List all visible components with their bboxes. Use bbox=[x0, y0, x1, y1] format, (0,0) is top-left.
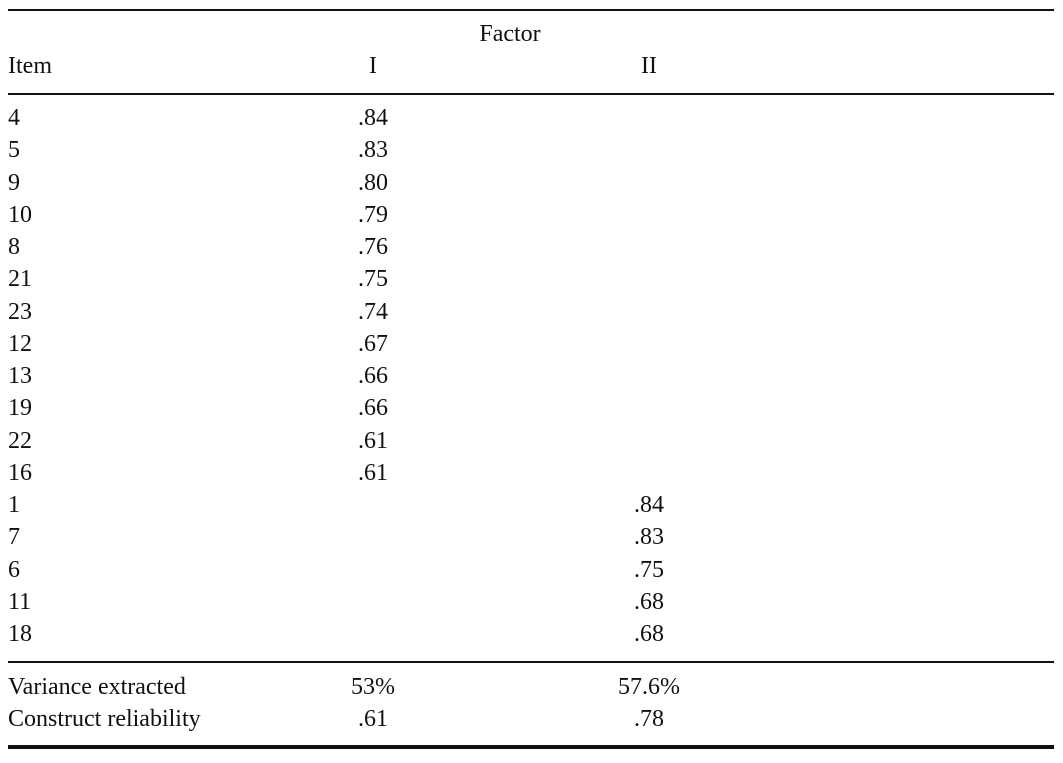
column-header: I bbox=[369, 53, 377, 79]
cell-value: .68 bbox=[634, 588, 664, 615]
row-label: 7 bbox=[8, 524, 20, 551]
header-rule bbox=[8, 93, 1054, 95]
bottom-rule bbox=[8, 745, 1054, 749]
row-label: 6 bbox=[8, 556, 20, 583]
cell-value: .61 bbox=[358, 427, 388, 454]
cell-value: .84 bbox=[358, 105, 388, 131]
row-label: 11 bbox=[8, 588, 32, 615]
row-label: 5 bbox=[8, 137, 20, 164]
row-label: 21 bbox=[8, 266, 32, 293]
cell-value: .67 bbox=[358, 330, 388, 357]
cell-value: .61 bbox=[358, 706, 388, 732]
row-label: 4 bbox=[8, 105, 20, 131]
row-label: 1 bbox=[8, 492, 20, 518]
cell-value: .83 bbox=[634, 524, 664, 551]
row-label: 10 bbox=[8, 201, 32, 228]
cell-value: .74 bbox=[358, 298, 388, 325]
row-label: 19 bbox=[8, 395, 32, 422]
cell-value: 53% bbox=[351, 674, 395, 700]
column-header: Item bbox=[8, 53, 52, 79]
cell-value: .75 bbox=[634, 556, 664, 583]
cell-value: .66 bbox=[358, 363, 388, 389]
row-label: 12 bbox=[8, 330, 32, 357]
row-label: Construct reliability bbox=[8, 706, 201, 732]
cell-value: .61 bbox=[358, 459, 388, 486]
row-label: 8 bbox=[8, 234, 20, 260]
top-rule bbox=[8, 9, 1054, 11]
cell-value: .76 bbox=[358, 234, 388, 260]
cell-value: .84 bbox=[634, 492, 664, 518]
cell-value: .66 bbox=[358, 395, 388, 422]
cell-value: .78 bbox=[634, 706, 664, 732]
row-label: 16 bbox=[8, 459, 32, 486]
cell-value: .83 bbox=[358, 137, 388, 164]
cell-value: .79 bbox=[358, 201, 388, 228]
row-label: 9 bbox=[8, 169, 20, 196]
cell-value: .75 bbox=[358, 266, 388, 293]
row-label: 18 bbox=[8, 621, 32, 647]
cell-value: .80 bbox=[358, 169, 388, 196]
footer-rule bbox=[8, 661, 1054, 663]
group-header: Factor bbox=[479, 21, 541, 47]
row-label: 23 bbox=[8, 298, 32, 325]
cell-value: 57.6% bbox=[618, 674, 680, 700]
cell-value: .68 bbox=[634, 621, 664, 647]
row-label: Variance extracted bbox=[8, 674, 186, 700]
row-label: 13 bbox=[8, 363, 32, 389]
column-header: II bbox=[641, 53, 657, 79]
row-label: 22 bbox=[8, 427, 32, 454]
